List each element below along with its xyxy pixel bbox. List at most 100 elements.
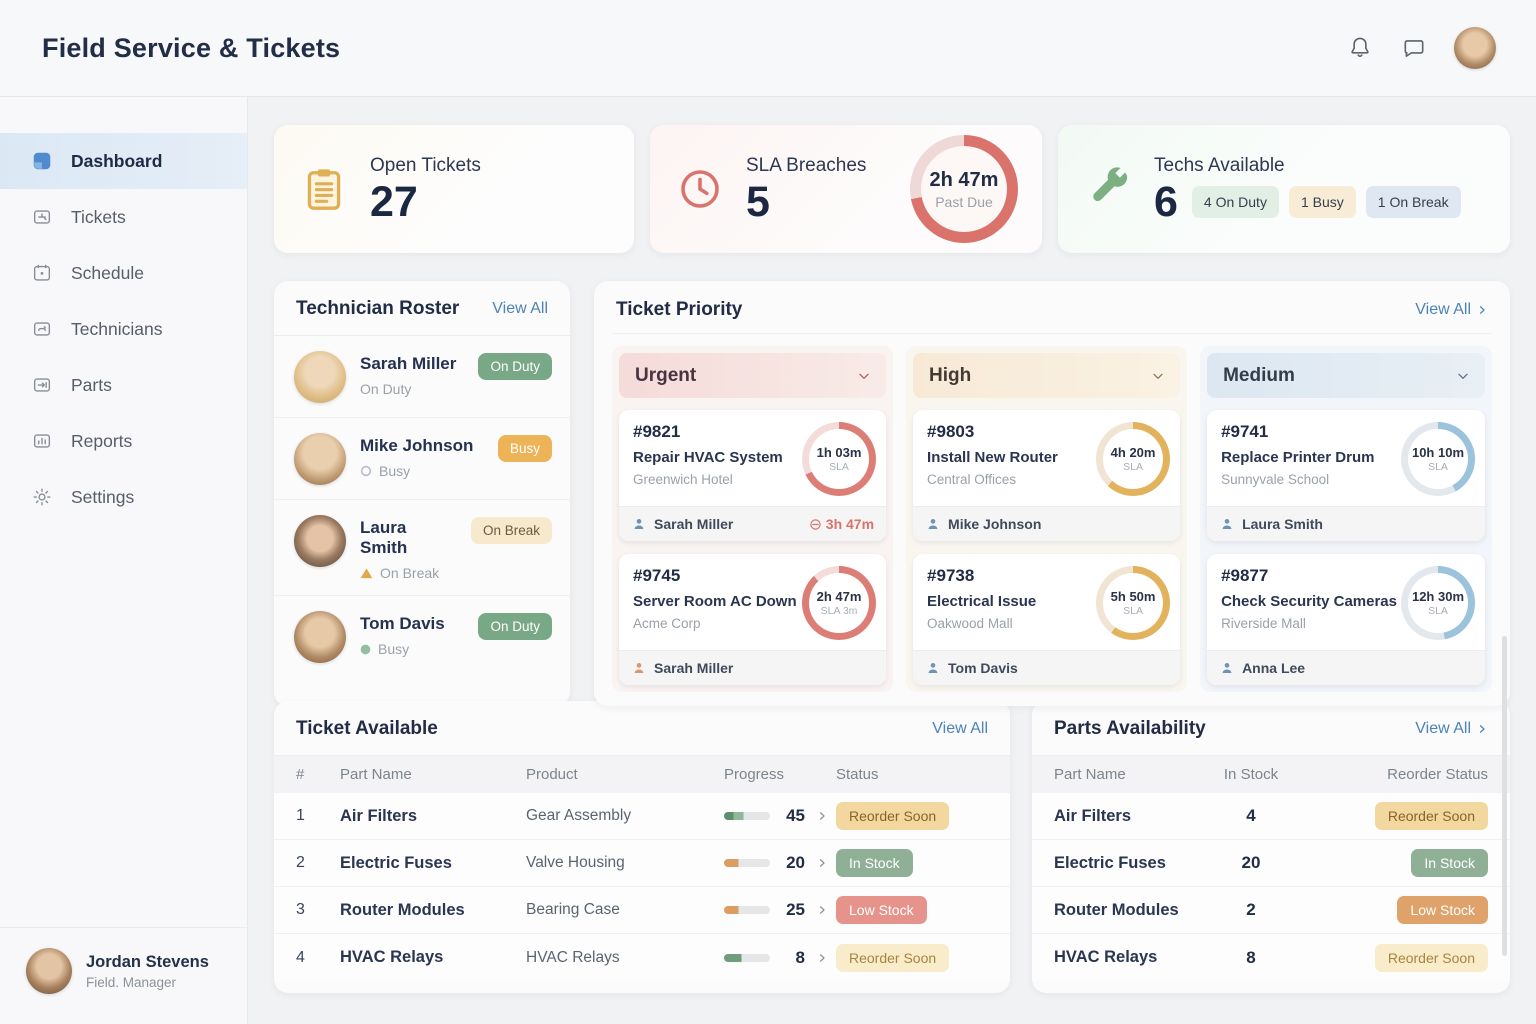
technician-row[interactable]: Sarah Miller On Duty On Duty (274, 336, 570, 418)
technician-avatar (294, 433, 346, 485)
kpi-value: 5 (746, 177, 770, 226)
table-row[interactable]: Air Filters 4 Reorder Soon (1032, 793, 1510, 840)
table-row[interactable]: 4 HVAC Relays HVAC Relays 8 Reorder Soon (274, 934, 1010, 981)
technician-row[interactable]: Laura Smith On Break On Break (274, 500, 570, 596)
status-badge: Low Stock (836, 896, 927, 924)
status-badge: Reorder Soon (1374, 943, 1488, 972)
ticket-assignee: Sarah Miller (654, 660, 734, 676)
kpi-label: Techs Available (1154, 154, 1285, 176)
urgent-column-header[interactable]: Urgent (619, 353, 887, 398)
chevron-right-icon (1476, 723, 1488, 735)
messages-button[interactable] (1400, 34, 1428, 62)
parts-view-all-link[interactable]: View All (1415, 720, 1488, 738)
high-column-header[interactable]: High (913, 353, 1181, 398)
sla-ring: 12h 30m SLA (1401, 566, 1475, 640)
gauge-time: 2h 47m (929, 168, 999, 191)
priority-view-all-link[interactable]: View All (1415, 301, 1488, 319)
sidebar-item-settings[interactable]: Settings (0, 469, 247, 525)
chevron-right-icon (1476, 304, 1488, 316)
techs-on-duty-badge: 4 On Duty (1191, 186, 1279, 218)
sidebar-item-label: Parts (71, 374, 112, 395)
table-row[interactable]: Router Modules 2 Low Stock (1032, 887, 1510, 934)
user-avatar[interactable] (1454, 27, 1496, 69)
status-badge: On Break (470, 517, 552, 544)
chevron-right-icon[interactable] (816, 857, 828, 869)
ticket-location: Greenwich Hotel (633, 472, 733, 487)
chevron-right-icon[interactable] (816, 952, 828, 964)
sidebar-user-card[interactable]: Jordan Stevens Field. Manager (0, 927, 247, 1024)
ticket-card[interactable]: #9877 Check Security Cameras Riverside M… (1207, 554, 1485, 685)
kpi-techs-available[interactable]: Techs Available 6 4 On Duty 1 Busy 1 On … (1058, 125, 1510, 253)
sidebar-item-tickets[interactable]: Tickets (0, 189, 247, 245)
chat-icon (1401, 35, 1427, 61)
person-icon (632, 517, 646, 531)
ticket-table-view-all-link[interactable]: View All (932, 720, 988, 737)
sidebar-user-avatar (26, 948, 72, 994)
technician-name: Mike Johnson (360, 436, 474, 455)
technician-row[interactable]: Tom Davis Busy On Duty (274, 596, 570, 677)
kpi-sla-breaches[interactable]: SLA Breaches 5 2h 47m Past Due (650, 125, 1042, 253)
ticket-available-panel: Ticket Available View All # Part Name Pr… (274, 701, 1010, 993)
ticket-location: Oakwood Mall (927, 616, 1013, 631)
bell-icon (1347, 35, 1373, 61)
kpi-value: 6 (1154, 177, 1178, 226)
ticket-card[interactable]: #9821 Repair HVAC System Greenwich Hotel… (619, 410, 887, 541)
busy-indicator-icon (360, 465, 372, 477)
medium-column-header[interactable]: Medium (1207, 353, 1485, 398)
chevron-right-icon[interactable] (816, 810, 828, 822)
ticket-title: Install New Router (927, 449, 1058, 466)
technician-status: On Duty (360, 381, 412, 397)
person-icon (926, 661, 940, 675)
status-badge: In Stock (836, 849, 913, 877)
chevron-down-icon (1455, 368, 1471, 384)
top-bar: Field Service & Tickets (0, 0, 1536, 97)
ticket-location: Acme Corp (633, 616, 701, 631)
scrollbar-thumb[interactable] (1502, 636, 1507, 956)
sidebar-item-technicians[interactable]: Technicians (0, 301, 247, 357)
kpi-open-tickets[interactable]: Open Tickets 27 (274, 125, 634, 253)
sidebar-item-parts[interactable]: Parts (0, 357, 247, 413)
ticket-id: #9877 (1221, 566, 1269, 585)
technician-name: Sarah Miller (360, 354, 457, 373)
ticket-card[interactable]: #9738 Electrical Issue Oakwood Mall 5h 5… (913, 554, 1181, 685)
sla-gauge-ring: 2h 47m Past Due (910, 135, 1018, 243)
status-badge: On Duty (478, 613, 552, 640)
status-badge: Busy (497, 435, 552, 462)
person-icon (1220, 661, 1234, 675)
status-badge: On Duty (478, 353, 552, 380)
parts-availability-panel: Parts Availability View All Part Name In… (1032, 701, 1510, 993)
ticket-title: Repair HVAC System (633, 449, 783, 466)
sidebar-item-schedule[interactable]: Schedule (0, 245, 247, 301)
ticket-location: Riverside Mall (1221, 616, 1306, 631)
sidebar-item-label: Schedule (71, 262, 144, 283)
roster-view-all-link[interactable]: View All (492, 300, 548, 317)
parts-table-header: Part Name In Stock Reorder Status (1032, 756, 1510, 793)
technicians-icon (30, 317, 54, 341)
ticket-assignee: Anna Lee (1242, 660, 1306, 676)
dashboard-icon (30, 149, 54, 173)
table-row[interactable]: HVAC Relays 8 Reorder Soon (1032, 934, 1510, 981)
table-row[interactable]: 1 Air Filters Gear Assembly 45 Reorder S… (274, 793, 1010, 840)
chevron-right-icon[interactable] (816, 904, 828, 916)
table-row[interactable]: 2 Electric Fuses Valve Housing 20 In Sto… (274, 840, 1010, 887)
sidebar-item-reports[interactable]: Reports (0, 413, 247, 469)
status-badge: Reorder Soon (836, 802, 950, 830)
ticket-card[interactable]: #9745 Server Room AC Down Acme Corp 2h 4… (619, 554, 887, 685)
ticket-location: Central Offices (927, 472, 1017, 487)
kpi-value: 27 (370, 177, 418, 226)
technician-row[interactable]: Mike Johnson Busy Busy (274, 418, 570, 500)
technician-status: Busy (378, 641, 410, 657)
sidebar-item-dashboard[interactable]: Dashboard (0, 133, 247, 189)
ticket-card[interactable]: #9741 Replace Printer Drum Sunnyvale Sch… (1207, 410, 1485, 541)
warning-icon (360, 567, 373, 579)
ticket-title: Server Room AC Down (633, 593, 797, 610)
table-row[interactable]: Electric Fuses 20 In Stock (1032, 840, 1510, 887)
ticket-id: #9745 (633, 566, 681, 585)
ticket-id: #9803 (927, 422, 975, 441)
progress-bar (724, 953, 770, 962)
ticket-id: #9738 (927, 566, 975, 585)
ticket-card[interactable]: #9803 Install New Router Central Offices… (913, 410, 1181, 541)
table-row[interactable]: 3 Router Modules Bearing Case 25 Low Sto… (274, 887, 1010, 934)
notifications-button[interactable] (1346, 34, 1374, 62)
person-icon (926, 517, 940, 531)
